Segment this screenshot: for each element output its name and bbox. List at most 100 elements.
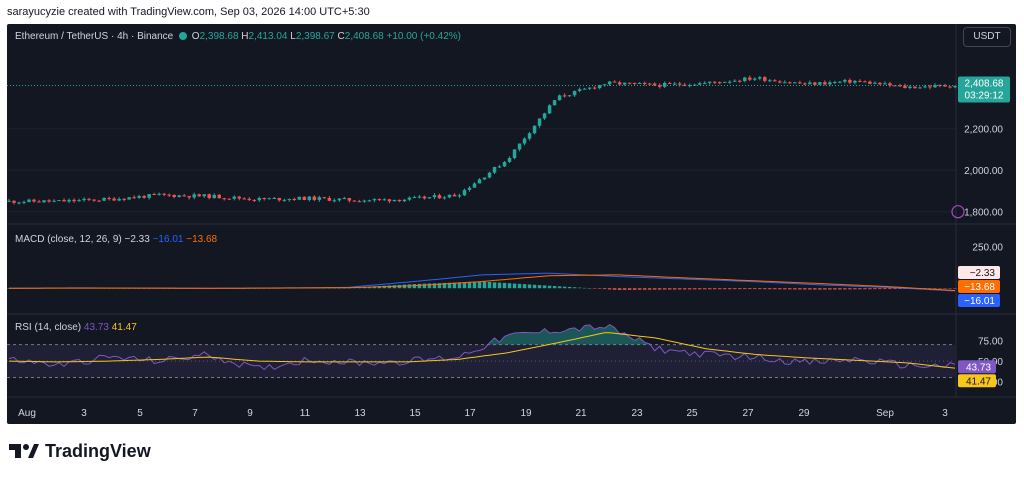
price-candle [913,86,917,89]
macd-label[interactable]: MACD (close, 12, 26, 9) [15,234,122,245]
price-candle [112,198,116,201]
price-candle [607,81,612,85]
price-candle [52,200,56,202]
macd-histogram-bar [497,282,502,289]
price-candle [142,196,146,198]
macd-signal-badge-label: −13.68 [964,282,995,293]
macd-histogram-bar [432,283,437,289]
macd-line-badge [958,294,1000,307]
attribution-text: sarayucyzie created with TradingView.com… [7,6,370,18]
tradingview-logo[interactable]: TradingView [9,440,151,462]
macd-histogram-bar [627,288,632,290]
price-candle [492,167,497,173]
price-candle [948,86,952,88]
macd-histogram-bar [823,288,827,290]
close-label: C [337,31,345,42]
macd-histogram-bar [753,288,757,290]
macd-histogram-bar [437,283,442,289]
price-candle [738,80,742,82]
macd-histogram-bar [582,287,587,289]
rsi-legend: RSI (14, close) 43.73 41.47 [15,322,137,333]
time-tick-label: 13 [354,408,366,419]
price-candle [517,143,522,150]
price-candle [497,166,502,168]
price-candle [487,172,492,178]
price-candle [157,193,161,195]
macd-histogram-bar [788,288,792,290]
price-candle [367,200,372,202]
price-candle [863,81,867,83]
price-candle [237,196,241,199]
price-candle [743,77,747,82]
price-candle [457,195,462,197]
macd-histogram-bar [873,288,877,290]
macd-histogram-bar [778,288,782,290]
symbol-label[interactable]: Ethereum / TetherUS · 4h · Binance [15,31,174,42]
price-candle [918,87,922,89]
price-candle [152,194,156,196]
last-price-badge-value: 2,408.68 [965,78,1004,89]
macd-histogram-bar [898,288,902,289]
price-candle [833,81,837,83]
macd-histogram-bar [943,288,947,289]
macd-histogram-bar [472,281,477,289]
price-candle [567,95,572,97]
price-candle [362,200,367,202]
macd-histogram-bar [828,288,832,290]
price-candle [372,199,377,201]
price-candle [12,200,16,203]
price-candle [873,82,877,84]
high-label: H [241,31,249,42]
macd-histogram-bar [487,282,492,289]
price-candle [788,82,792,84]
price-candle [427,197,432,199]
macd-histogram-bar [763,288,767,290]
currency-selector[interactable]: USDT [963,27,1011,47]
macd-histogram-bar [417,283,422,289]
price-candle [718,82,722,84]
macd-histogram-bar [748,288,752,290]
macd-histogram-bar [718,288,722,290]
macd-histogram-bar [512,283,517,289]
macd-histogram-bar [657,288,662,290]
macd-histogram-bar [607,288,612,290]
price-candle [943,85,947,87]
price-candle [848,79,852,83]
price-candle [147,194,151,198]
price-candle [347,198,352,201]
last-price-badge-countdown: 03:29:12 [965,90,1004,101]
price-candle [733,80,737,82]
macd-histogram-bar [482,281,487,289]
price-candle [748,77,752,80]
macd-signal-line [9,274,956,291]
macd-histogram-bar [768,288,772,290]
price-candle [92,199,96,201]
chart-canvas[interactable]: 2,200.002,000.001,800.002,408.6803:29:12… [7,24,1016,424]
price-candle [687,85,692,87]
macd-hist-badge [958,266,1000,279]
macd-line-value: −16.01 [152,234,184,245]
price-candle [252,199,257,201]
price-candle [62,200,66,202]
chart-area[interactable]: 2,200.00 2,000.00 1,800.00 2,408.68 03:29:12… [7,24,1016,424]
macd-histogram-bar [808,288,812,290]
price-candle [37,201,41,203]
macd-histogram-bar [677,288,682,290]
macd-histogram-bar [667,288,672,290]
macd-histogram-bar [707,288,712,290]
price-candle [557,95,562,101]
rsi-label[interactable]: RSI (14, close) [15,322,82,333]
price-candle [928,86,932,88]
macd-histogram-bar [758,288,762,290]
macd-histogram-bar [587,288,592,289]
macd-histogram-bar [848,288,852,290]
macd-histogram-bar [948,288,952,289]
rsi-ma-value: 41.47 [111,322,137,333]
macd-histogram-bar [783,288,787,290]
price-candle [212,194,216,199]
price-candle [562,95,567,97]
macd-histogram-bar [713,288,717,290]
price-candle [387,199,392,202]
price-candle [657,85,662,87]
price-candle [878,82,882,85]
